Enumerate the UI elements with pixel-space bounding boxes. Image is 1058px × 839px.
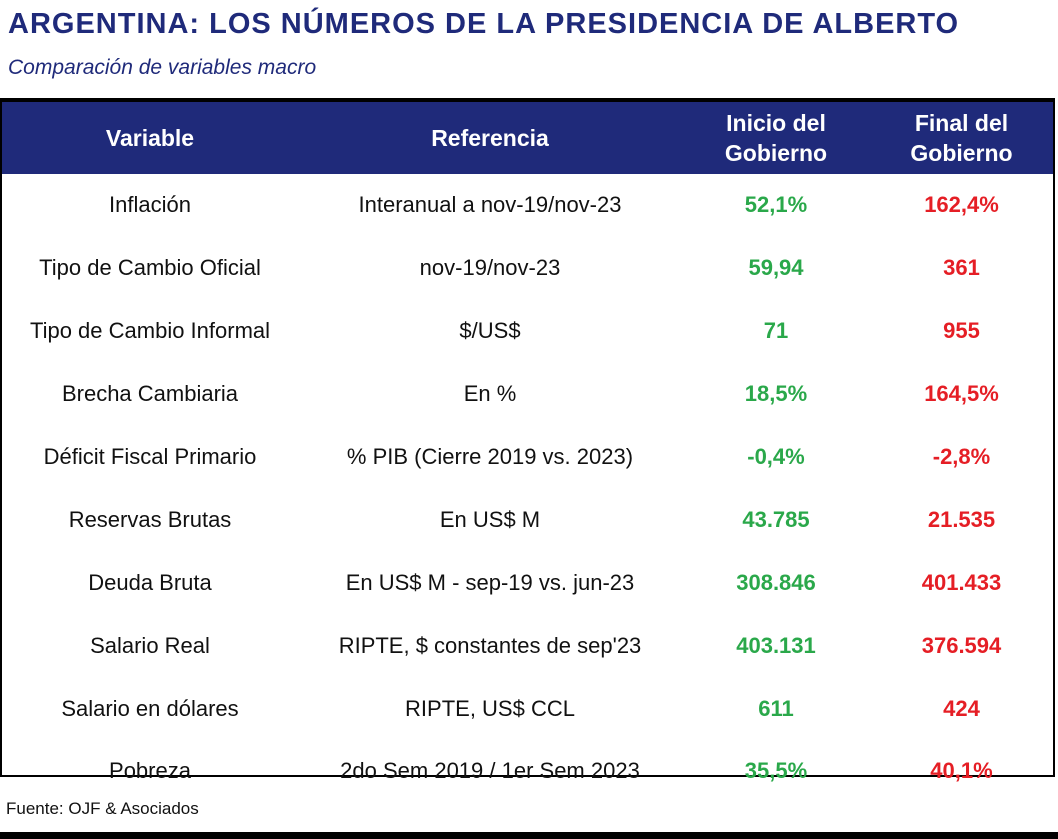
table-row: Tipo de Cambio Informal $/US$ 71 955 (2, 300, 1053, 363)
table-row: Reservas Brutas En US$ M 43.785 21.535 (2, 488, 1053, 551)
table-row: Brecha Cambiaria En % 18,5% 164,5% (2, 363, 1053, 426)
header-variable: Variable (105, 125, 195, 151)
cell-referencia: nov-19/nov-23 (419, 255, 561, 281)
page-title: ARGENTINA: LOS NÚMEROS DE LA PRESIDENCIA… (8, 8, 960, 40)
table-header-row: Variable Referencia Inicio del Gobierno … (2, 102, 1053, 174)
cell-referencia: En % (463, 381, 517, 407)
cell-final: 21.535 (927, 506, 996, 532)
table-row: Deuda Bruta En US$ M - sep-19 vs. jun-23 3… (2, 551, 1053, 614)
cell-variable: Salario Real (90, 632, 210, 658)
cell-final: 40,1% (930, 758, 993, 784)
cell-referencia: RIPTE, $ constantes de sep'23 (338, 632, 642, 658)
cell-final: 376.594 (921, 632, 1002, 658)
cell-variable: Déficit Fiscal Primario (43, 444, 257, 469)
cell-referencia: En US$ M - sep-19 vs. jun-23 (345, 569, 635, 595)
cell-variable: Salario en dólares (61, 695, 239, 721)
cell-final: 361 (943, 255, 980, 281)
cell-final: 164,5% (924, 381, 999, 407)
header-final: Final del Gobierno (870, 102, 1053, 174)
cell-referencia: RIPTE, US$ CCL (405, 695, 575, 721)
table-row: Déficit Fiscal Primario % PIB (Cierre 201… (2, 426, 1053, 489)
cell-referencia: 2do Sem 2019 / 1er Sem 2023 (340, 758, 640, 784)
cell-inicio: 35,5% (744, 758, 808, 784)
cell-inicio: 43.785 (742, 506, 810, 532)
header-inicio-line2: Gobierno (724, 140, 828, 166)
cell-inicio: 52,1% (744, 192, 808, 218)
table-row: Pobreza 2do Sem 2019 / 1er Sem 2023 35,5% 4… (2, 740, 1053, 803)
cell-referencia: % PIB (Cierre 2019 vs. 2023) (346, 444, 634, 469)
header-final-line1: Final del (914, 110, 1009, 136)
source-note: Fuente: OJF & Asociados (6, 799, 199, 818)
cell-final: -2,8% (932, 444, 991, 469)
data-table: Variable Referencia Inicio del Gobierno … (2, 102, 1053, 803)
header-referencia: Referencia (431, 125, 549, 151)
cell-inicio: 611 (758, 695, 794, 721)
header-inicio: Inicio del Gobierno (682, 102, 870, 174)
bottom-border (0, 832, 1058, 839)
cell-inicio: 59,94 (748, 255, 804, 281)
cell-variable: Tipo de Cambio Oficial (39, 255, 261, 281)
cell-final: 401.433 (921, 569, 1002, 595)
cell-variable: Tipo de Cambio Informal (29, 318, 271, 344)
cell-variable: Reservas Brutas (68, 506, 232, 532)
cell-inicio: 71 (763, 318, 789, 344)
cell-final: 424 (943, 695, 980, 721)
cell-inicio: -0,4% (747, 444, 805, 469)
table-body: Inflación Interanual a nov-19/nov-23 52,1%… (2, 174, 1053, 803)
data-table-container: Variable Referencia Inicio del Gobierno … (0, 98, 1055, 783)
cell-inicio: 308.846 (736, 569, 816, 595)
table-row: Inflación Interanual a nov-19/nov-23 52,1%… (2, 174, 1053, 237)
cell-final: 955 (943, 318, 980, 344)
cell-inicio: 403.131 (736, 632, 816, 658)
table-row: Salario en dólares RIPTE, US$ CCL 611 424 (2, 677, 1053, 740)
cell-variable: Pobreza (109, 758, 191, 784)
table-row: Salario Real RIPTE, $ constantes de sep'2… (2, 614, 1053, 677)
cell-variable: Brecha Cambiaria (61, 381, 239, 407)
header-final-line2: Gobierno (910, 140, 1013, 166)
header-inicio-line1: Inicio del (726, 110, 826, 136)
cell-inicio: 18,5% (744, 381, 808, 407)
cell-variable: Deuda Bruta (88, 569, 212, 595)
cell-referencia: $/US$ (459, 318, 521, 344)
table-row: Tipo de Cambio Oficial nov-19/nov-23 59,94… (2, 237, 1053, 300)
cell-referencia: En US$ M (439, 506, 541, 532)
cell-referencia: Interanual a nov-19/nov-23 (358, 192, 622, 218)
cell-variable: Inflación (109, 192, 191, 218)
page-subtitle: Comparación de variables macro (8, 56, 317, 79)
cell-final: 162,4% (924, 192, 999, 218)
